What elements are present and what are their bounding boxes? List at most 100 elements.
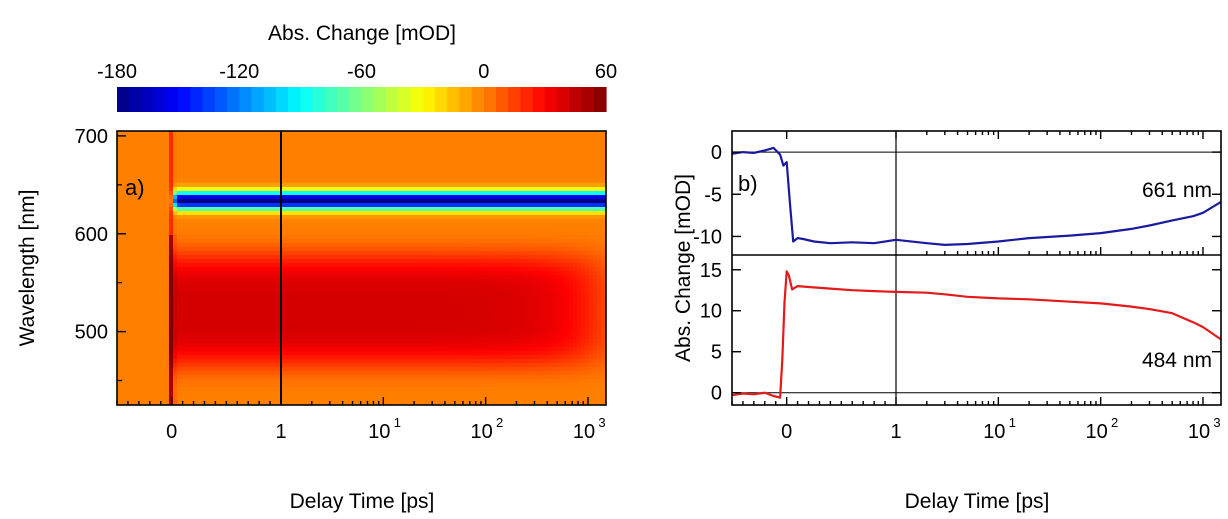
heatmap-cell [161, 223, 166, 228]
heatmap-cell [325, 235, 330, 240]
heatmap-cell [397, 271, 402, 276]
heatmap-cell [373, 279, 378, 284]
heatmap-cell [353, 211, 358, 216]
heatmap-cell [289, 383, 294, 388]
heatmap-cell [385, 299, 390, 304]
heatmap-cell [149, 151, 154, 156]
heatmap-cell [277, 279, 282, 284]
heatmap-cell [277, 315, 282, 320]
heatmap-cell [341, 299, 346, 304]
heatmap-cell [325, 215, 330, 220]
heatmap-cell [193, 399, 198, 404]
heatmap-cell [369, 135, 374, 140]
heatmap-cell [241, 315, 246, 320]
heatmap-cell [157, 179, 162, 184]
heatmap-cell [373, 375, 378, 380]
heatmap-cell [393, 299, 398, 304]
heatmap-cell [337, 375, 342, 380]
heatmap-cell [325, 299, 330, 304]
heatmap-cell [277, 215, 282, 220]
heatmap-cell [197, 395, 202, 400]
heatmap-cell [365, 327, 370, 332]
heatmap-cell [177, 179, 182, 184]
heatmap-cell [305, 263, 310, 268]
heatmap-cell [381, 163, 386, 168]
heatmap-cell [197, 311, 202, 316]
heatmap-cell [349, 367, 354, 372]
heatmap-cell [401, 183, 406, 188]
heatmap-cell [273, 227, 278, 232]
heatmap-cell [145, 183, 150, 188]
heatmap-cell [237, 211, 242, 216]
heatmap-cell [173, 243, 178, 248]
heatmap-cell [221, 135, 226, 140]
heatmap-cell [345, 247, 350, 252]
heatmap-cell [125, 287, 130, 292]
heatmap-cell [209, 219, 214, 224]
heatmap-cell [149, 195, 154, 200]
heatmap-cell [141, 171, 146, 176]
heatmap-cell [129, 363, 134, 368]
heatmap-cell [321, 283, 326, 288]
heatmap-cell [333, 219, 338, 224]
heatmap-cell [333, 207, 338, 212]
heatmap-cell [349, 171, 354, 176]
heatmap-cell [165, 311, 170, 316]
heatmap-cell [253, 195, 258, 200]
heatmap-cell [169, 375, 174, 380]
heatmap-cell [197, 215, 202, 220]
heatmap-cell [221, 307, 226, 312]
heatmap-cell [325, 399, 330, 404]
heatmap-cell [321, 327, 326, 332]
heatmap-cell [349, 275, 354, 280]
heatmap-cell [161, 187, 166, 192]
heatmap-cell [333, 355, 338, 360]
heatmap-cell [129, 283, 134, 288]
heatmap-cell [157, 243, 162, 248]
heatmap-cell [161, 315, 166, 320]
heatmap-cell [313, 267, 318, 272]
heatmap-cell [313, 387, 318, 392]
heatmap-cell [337, 191, 342, 196]
heatmap-cell [157, 131, 162, 136]
heatmap-cell [121, 235, 126, 240]
heatmap-cell [285, 371, 290, 376]
heatmap-cell [169, 191, 174, 196]
heatmap-cell [261, 279, 266, 284]
heatmap-cell [349, 323, 354, 328]
heatmap-cell [217, 223, 222, 228]
heatmap-cell [393, 139, 398, 144]
heatmap-cell [245, 199, 250, 204]
heatmap-cell [333, 159, 338, 164]
heatmap-cell [281, 187, 286, 192]
heatmap-cell [221, 267, 226, 272]
heatmap-cell [385, 307, 390, 312]
heatmap-cell [137, 283, 142, 288]
heatmap-cell [289, 159, 294, 164]
heatmap-cell [237, 391, 242, 396]
heatmap-cell [365, 239, 370, 244]
heatmap-cell [137, 179, 142, 184]
heatmap-cell [273, 275, 278, 280]
heatmap-cell [261, 343, 266, 348]
heatmap-cell [221, 367, 226, 372]
heatmap-cell [361, 307, 366, 312]
heatmap-cell [221, 175, 226, 180]
heatmap-cell [229, 299, 234, 304]
heatmap-cell [313, 195, 318, 200]
heatmap-cell [229, 403, 234, 405]
heatmap-cell [317, 235, 322, 240]
heatmap-cell [217, 147, 222, 152]
heatmap-cell [393, 303, 398, 308]
heatmap-cell [185, 279, 190, 284]
heatmap-cell [241, 263, 246, 268]
heatmap-cell [357, 287, 362, 292]
heatmap-cell [393, 251, 398, 256]
heatmap-cell [133, 219, 138, 224]
heatmap-cell [281, 223, 286, 228]
heatmap-cell [145, 299, 150, 304]
heatmap-cell [397, 299, 402, 304]
heatmap-cell [249, 179, 254, 184]
heatmap-cell [257, 215, 262, 220]
